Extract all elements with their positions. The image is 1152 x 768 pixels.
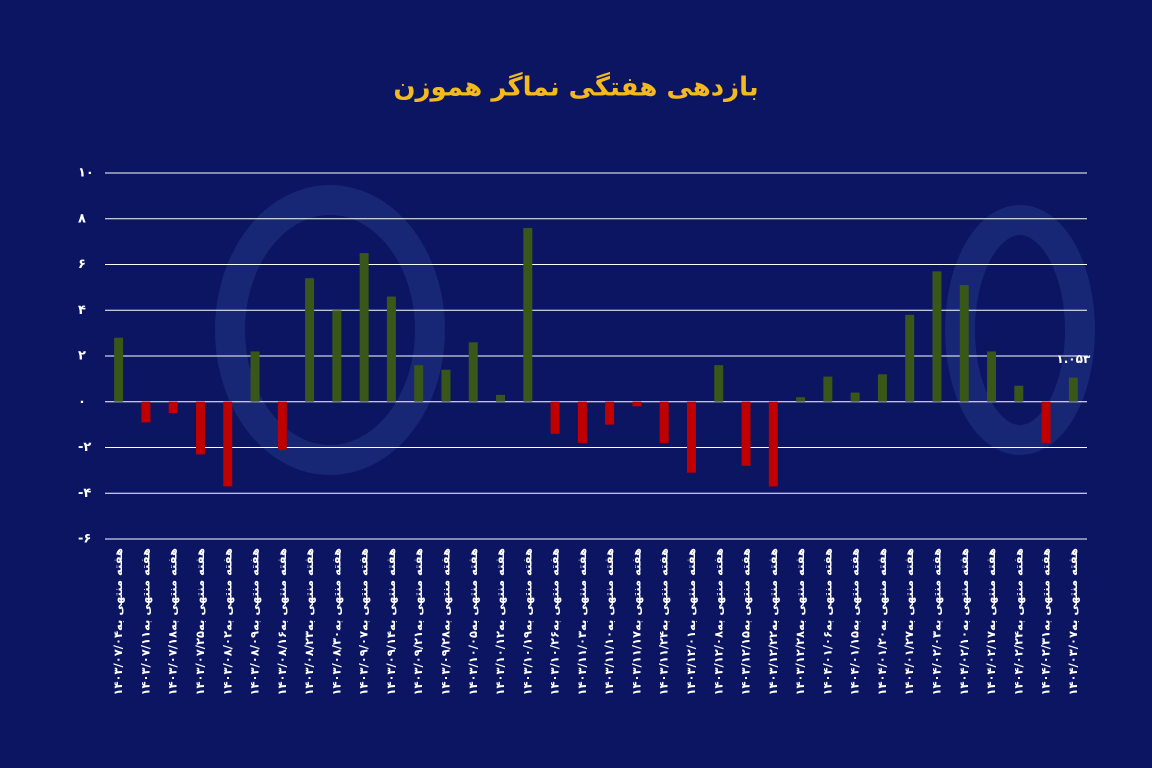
bar [577, 401, 587, 443]
x-tick-label: هفته منتهی به۱۴۰۳/۰۸/۳۰ [329, 548, 343, 696]
bar [632, 401, 642, 407]
x-tick-label: هفته منتهی به۱۴۰۳/۰۹/۰۷ [357, 548, 371, 696]
y-tick-label: ۱۰ [78, 166, 94, 181]
x-tick-label: هفته منتهی به۱۴۰۳/۱۰/۲۶ [548, 548, 562, 696]
y-tick-label: ۶ [78, 257, 86, 272]
bar [686, 401, 696, 473]
bar [441, 369, 451, 402]
bar [741, 401, 751, 466]
x-tick-label: هفته منتهی به۱۴۰۳/۱۲/۲۲ [766, 548, 780, 696]
x-tick-label: هفته منتهی به۱۴۰۳/۰۹/۲۱ [411, 548, 425, 696]
bar [496, 394, 506, 402]
bar [359, 253, 369, 402]
bar [277, 401, 287, 450]
bar [987, 351, 997, 402]
y-tick-label: ۴ [78, 303, 86, 318]
bar [1068, 377, 1078, 402]
x-tick-label: هفته منتهی به۱۴۰۳/۰۷/۱۸ [166, 548, 180, 696]
bar [605, 401, 615, 425]
bar [195, 401, 205, 455]
x-tick-label: هفته منتهی به۱۴۰۳/۱۱/۱۰ [602, 548, 616, 696]
x-tick-label: هفته منتهی به۱۴۰۳/۱۲/۲۸ [793, 548, 807, 696]
x-tick-label: هفته منتهی به۱۴۰۳/۰۷/۲۵ [193, 548, 207, 696]
bar [305, 278, 315, 402]
bar [959, 285, 969, 402]
bar [659, 401, 669, 443]
x-tick-label: هفته منتهی به۱۴۰۴/۰۲/۳۱ [1039, 548, 1053, 696]
x-tick-label: هفته منتهی به۱۴۰۳/۰۸/۰۲ [220, 548, 234, 696]
x-tick-label: هفته منتهی به۱۴۰۳/۱۰/۰۵ [466, 548, 480, 696]
bar [414, 365, 424, 402]
bar [1014, 385, 1024, 402]
bar [332, 310, 342, 402]
y-tick-label: ۲ [78, 349, 86, 364]
x-tick-label: هفته منتهی به۱۴۰۳/۱۱/۲۴ [657, 548, 671, 696]
y-tick-label: ۸ [78, 211, 86, 226]
x-tick-label: هفته منتهی به۱۴۰۳/۱۱/۰۳ [575, 548, 589, 696]
x-tick-label: هفته منتهی به۱۴۰۳/۱۱/۱۷ [629, 548, 643, 696]
bar [850, 392, 860, 402]
value-label: ۱.۰۵۳ [1056, 352, 1091, 366]
x-tick-label: هفته منتهی به۱۴۰۳/۰۸/۰۹ [248, 548, 262, 696]
bar [905, 314, 915, 402]
x-tick-label: هفته منتهی به۱۴۰۳/۱۲/۰۱ [684, 548, 698, 696]
y-tick-label: -۶ [78, 532, 91, 547]
bar [250, 351, 260, 402]
bar [168, 401, 178, 414]
bar [523, 227, 533, 402]
bar [932, 271, 942, 402]
x-tick-label: هفته منتهی به۱۴۰۳/۱۰/۱۲ [493, 548, 507, 696]
x-tick-label: هفته منتهی به۱۴۰۳/۰۹/۲۸ [438, 548, 452, 696]
bar [1041, 401, 1051, 443]
x-tick-label: هفته منتهی به۱۴۰۴/۰۱/۱۵ [848, 548, 862, 696]
bar [796, 397, 806, 402]
bar [877, 374, 887, 402]
x-tick-label: هفته منتهی به۱۴۰۴/۰۱/۰۶ [820, 548, 834, 696]
bar [714, 365, 724, 402]
bar [550, 401, 560, 434]
bar [823, 376, 833, 402]
y-tick-label: ۰ [78, 394, 86, 409]
x-tick-label: هفته منتهی به۱۴۰۴/۰۲/۱۷ [984, 548, 998, 696]
x-tick-label: هفته منتهی به۱۴۰۴/۰۲/۱۰ [957, 548, 971, 696]
bar [768, 401, 778, 487]
x-tick-label: هفته منتهی به۱۴۰۴/۰۲/۲۴ [1011, 548, 1025, 696]
bar [114, 337, 124, 402]
bar [386, 296, 396, 402]
bar [141, 401, 151, 423]
x-tick-label: هفته منتهی به۱۴۰۳/۰۷/۰۴ [111, 548, 125, 696]
x-tick-label: هفته منتهی به۱۴۰۳/۰۹/۱۴ [384, 548, 398, 696]
x-tick-label: هفته منتهی به۱۴۰۴/۰۱/۲۷ [902, 548, 916, 696]
bar [223, 401, 233, 487]
x-tick-label: هفته منتهی به۱۴۰۴/۰۲/۰۳ [929, 548, 943, 696]
x-tick-label: هفته منتهی به۱۴۰۳/۱۲/۰۸ [711, 548, 725, 696]
x-tick-label: هفته منتهی به۱۴۰۳/۱۲/۱۵ [739, 548, 753, 696]
bar [468, 342, 478, 402]
x-tick-label: هفته منتهی به۱۴۰۴/۰۳/۰۷ [1066, 548, 1080, 696]
y-tick-label: -۴ [78, 486, 91, 501]
x-tick-label: هفته منتهی به۱۴۰۳/۰۷/۱۱ [138, 548, 152, 696]
y-tick-label: -۲ [78, 440, 91, 455]
x-tick-label: هفته منتهی به۱۴۰۳/۱۰/۱۹ [520, 548, 534, 696]
chart-title: بازدهی هفتگی نماگر هموزن [393, 72, 758, 103]
x-tick-label: هفته منتهی به۱۴۰۴/۰۱/۲۰ [875, 548, 889, 696]
x-tick-label: هفته منتهی به۱۴۰۳/۰۸/۲۳ [302, 548, 316, 696]
x-tick-label: هفته منتهی به۱۴۰۳/۰۸/۱۶ [275, 548, 289, 696]
